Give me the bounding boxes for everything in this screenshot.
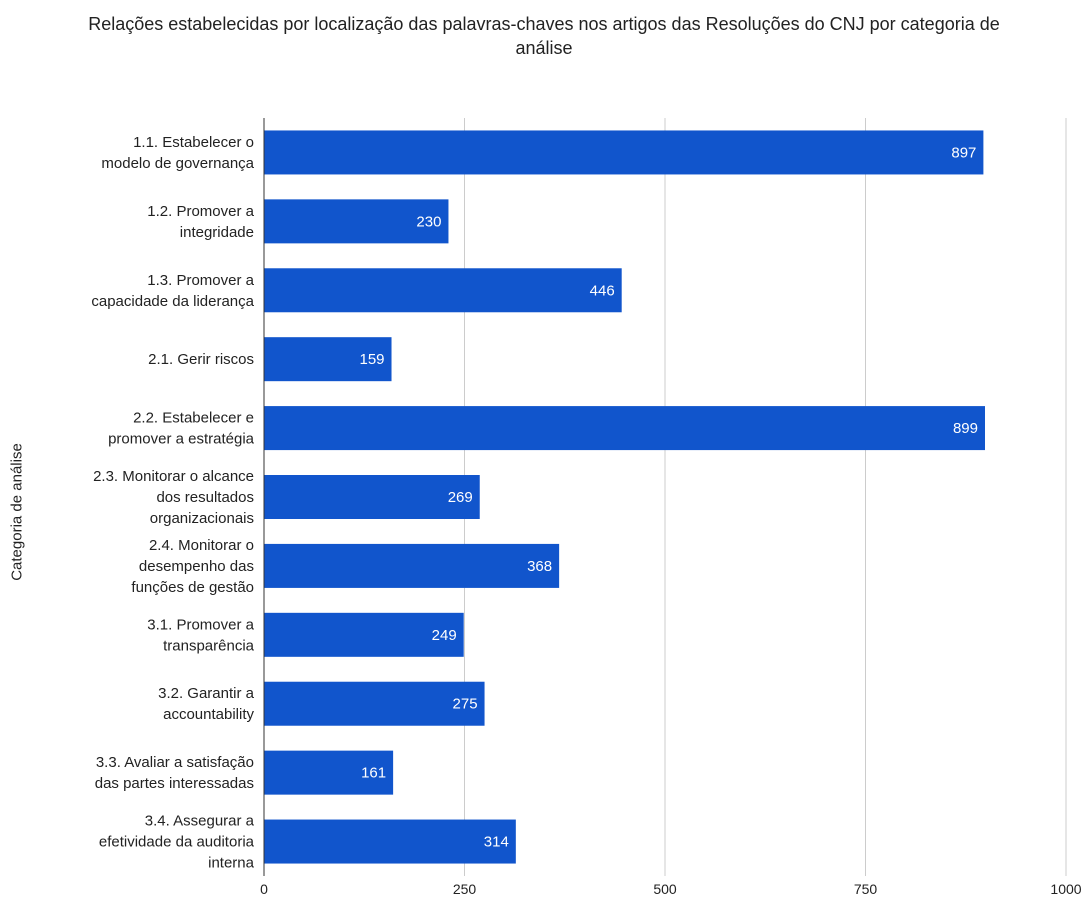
bar-4 — [264, 337, 392, 382]
category-label-line: 2.3. Monitorar o alcance — [93, 468, 254, 485]
bar-6 — [264, 475, 480, 519]
bar-7 — [264, 543, 560, 588]
category-label-line: 1.3. Promover a — [147, 272, 254, 289]
category-label-line: efetividade da auditoria — [99, 834, 255, 851]
category-label-line: 3.4. Assegurar a — [145, 813, 255, 830]
value-label-5: 899 — [953, 420, 978, 437]
category-label-line: integridade — [180, 224, 254, 241]
category-labels: 1.1. Estabelecer o modelo de governança1.… — [91, 134, 254, 872]
category-label-1: 1.1. Estabelecer o modelo de governança — [101, 134, 254, 172]
category-label-9: 3.2. Garantir a accountability — [158, 685, 255, 723]
bar-9 — [264, 681, 485, 726]
category-label-line: dos resultados — [156, 489, 254, 506]
category-label-line: funções de gestão — [131, 579, 254, 596]
value-label-2: 230 — [416, 213, 441, 230]
category-label-line: accountability — [163, 706, 254, 723]
gridlines — [464, 118, 1067, 876]
value-label-4: 159 — [359, 351, 384, 368]
category-label-line: 1.1. Estabelecer o — [133, 134, 254, 151]
category-label-5: 2.2. Estabelecer e promover a estratégia — [108, 410, 255, 448]
x-tick-750: 750 — [854, 881, 878, 897]
value-label-8: 249 — [432, 627, 457, 644]
value-label-7: 368 — [527, 558, 552, 575]
value-label-9: 275 — [453, 696, 478, 713]
category-label-4: 2.1. Gerir riscos — [148, 351, 254, 368]
category-label-line: interna — [208, 855, 255, 872]
bar-10 — [264, 750, 394, 795]
value-label-1: 897 — [951, 144, 976, 161]
bar-2 — [264, 199, 449, 244]
value-label-11: 314 — [484, 834, 509, 851]
category-label-line: promover a estratégia — [108, 431, 255, 448]
category-label-line: transparência — [163, 637, 255, 654]
value-label-3: 446 — [590, 282, 615, 299]
category-label-6: 2.3. Monitorar o alcance dos resultados or… — [93, 468, 254, 527]
category-label-line: 2.4. Monitorar o — [149, 537, 254, 554]
x-tick-1000: 1000 — [1050, 881, 1081, 897]
x-tick-250: 250 — [453, 881, 477, 897]
bar-1 — [264, 130, 984, 175]
bars: 897 230 446 159 899 269 368 249 275 161 314 — [264, 130, 985, 864]
category-label-line: das partes interessadas — [95, 775, 254, 792]
category-label-10: 3.3. Avaliar a satisfação das partes inte… — [95, 754, 254, 792]
category-label-7: 2.4. Monitorar o desempenho das funções de… — [131, 537, 254, 596]
category-label-8: 3.1. Promover a transparência — [147, 616, 254, 654]
category-label-line: desempenho das — [139, 558, 254, 575]
x-tick-labels: 0 250 500 750 1000 — [260, 881, 1082, 897]
category-label-line: 3.1. Promover a — [147, 616, 254, 633]
category-label-line: capacidade da liderança — [91, 293, 254, 310]
bar-3 — [264, 268, 622, 313]
bar-11 — [264, 819, 516, 864]
category-label-line: 3.2. Garantir a — [158, 685, 255, 702]
bar-5 — [264, 406, 985, 451]
chart-title: Relações estabelecidas por localização d… — [0, 12, 1088, 60]
category-label-line: 2.2. Estabelecer e — [133, 410, 254, 427]
value-label-10: 161 — [361, 765, 386, 782]
category-label-2: 1.2. Promover a integridade — [147, 203, 254, 241]
x-tick-500: 500 — [653, 881, 677, 897]
category-label-line: 3.3. Avaliar a satisfação — [96, 754, 254, 771]
category-label-line: 1.2. Promover a — [147, 203, 254, 220]
category-label-3: 1.3. Promover a capacidade da liderança — [91, 272, 254, 310]
chart-title-line-1: Relações estabelecidas por localização d… — [88, 14, 1000, 34]
chart-title-line-2: análise — [515, 38, 573, 58]
value-label-6: 269 — [448, 489, 473, 506]
category-label-line: organizacionais — [150, 510, 254, 527]
category-label-line: modelo de governança — [101, 155, 254, 172]
category-label-line: 2.1. Gerir riscos — [148, 351, 254, 368]
bar-8 — [264, 612, 464, 657]
x-tick-0: 0 — [260, 881, 268, 897]
category-label-11: 3.4. Assegurar a efetividade da auditoria… — [99, 813, 255, 872]
